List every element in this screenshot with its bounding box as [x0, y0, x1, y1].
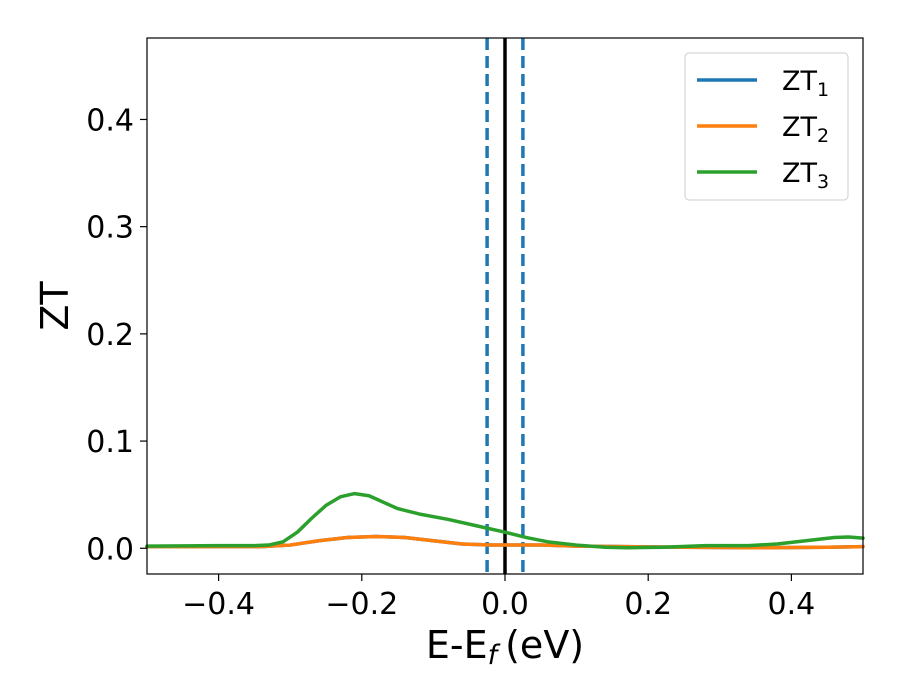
y-tick-label: 0.0 [86, 532, 134, 567]
legend-box [684, 52, 849, 201]
x-tick-label: −0.2 [325, 587, 398, 622]
x-tick-label: −0.4 [182, 587, 255, 622]
legend-label-2: ZT2 [782, 112, 829, 147]
y-tick-label: 0.1 [86, 425, 134, 460]
x-axis-label-main: E-E [426, 623, 488, 667]
legend-entries: ZT1 ZT2 ZT3 [697, 66, 829, 193]
series-lines [145, 491, 865, 550]
x-axis-ticks: −0.4 −0.2 0.0 0.2 0.4 [182, 574, 815, 622]
x-tick-label: 0.2 [624, 587, 672, 622]
legend: ZT1 ZT2 ZT3 [684, 52, 849, 201]
y-tick-label: 0.2 [86, 318, 134, 353]
y-axis-ticks: 0.0 0.1 0.2 0.3 0.4 [86, 103, 147, 567]
x-axis-label-unit: (eV) [505, 623, 584, 667]
reference-lines [485, 38, 525, 574]
legend-label-3: ZT3 [782, 158, 829, 193]
x-axis-label-subscript: f [488, 640, 501, 671]
x-axis-label: E-Ef (eV) [426, 623, 584, 671]
legend-label-1: ZT1 [782, 66, 829, 101]
x-tick-label: 0.4 [768, 587, 816, 622]
x-tick-label: 0.0 [481, 587, 529, 622]
y-tick-label: 0.4 [86, 103, 134, 138]
y-tick-label: 0.3 [86, 211, 134, 246]
y-axis-label: ZT [33, 281, 77, 331]
series-line-3 [145, 491, 865, 550]
